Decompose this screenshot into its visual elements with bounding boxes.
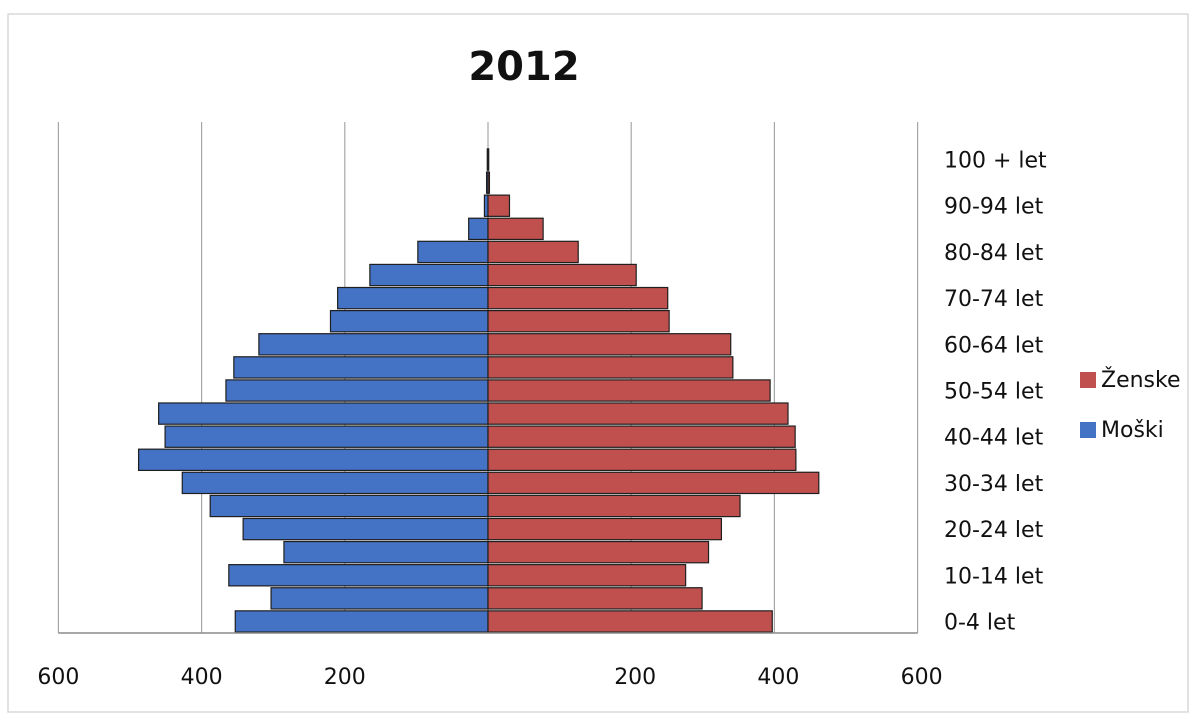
bar-zenske	[487, 610, 773, 633]
bar-moski	[417, 240, 489, 264]
tick-label-left: 200	[324, 665, 366, 690]
bar-zenske	[487, 171, 491, 194]
category-label: 60-64 let	[944, 333, 1044, 358]
category-label: 40-44 let	[944, 426, 1044, 451]
bar-zenske	[487, 379, 771, 402]
category-label: 90-94 let	[944, 195, 1044, 220]
bar-zenske	[487, 425, 796, 448]
bar-zenske	[487, 540, 710, 564]
bar-zenske	[487, 448, 797, 472]
bar-moski	[468, 217, 489, 241]
bar-moski	[164, 425, 489, 448]
bars-zenske	[487, 148, 820, 633]
bar-zenske	[487, 494, 741, 518]
legend-label[interactable]: Moški	[1101, 418, 1164, 443]
bars-moski	[137, 148, 489, 633]
bar-moski	[337, 286, 489, 310]
category-label: 10-14 let	[944, 564, 1044, 589]
bar-moski	[228, 564, 489, 587]
bar-moski	[233, 356, 489, 379]
category-label: 20-24 let	[944, 518, 1044, 543]
bar-moski	[234, 610, 489, 633]
tick-label-left: 600	[37, 665, 79, 690]
chart-title: 2012	[468, 44, 579, 90]
bar-zenske	[487, 333, 732, 356]
bar-moski	[242, 517, 489, 541]
category-label: 50-54 let	[944, 380, 1044, 405]
category-label: 70-74 let	[944, 287, 1044, 312]
legend[interactable]: Ženske Moški	[1080, 367, 1181, 443]
bar-zenske	[487, 471, 820, 495]
bar-moski	[181, 471, 489, 495]
bar-zenske	[487, 240, 579, 264]
bar-zenske	[487, 286, 669, 310]
tick-label-right: 600	[901, 665, 943, 690]
bar-zenske	[487, 217, 544, 241]
legend-label[interactable]: Ženske	[1101, 367, 1181, 393]
bar-moski	[283, 540, 489, 564]
tick-label-right: 200	[614, 665, 656, 690]
category-label: 0-4 let	[944, 610, 1016, 635]
bar-moski	[137, 448, 489, 472]
bar-moski	[258, 333, 489, 356]
tick-label-left: 400	[181, 665, 223, 690]
bar-zenske	[487, 356, 734, 379]
bar-moski	[369, 263, 489, 287]
legend-swatch[interactable]	[1080, 422, 1096, 438]
bar-zenske	[487, 148, 490, 171]
bar-moski	[329, 309, 489, 333]
tick-labels: 600 400 200 200 400 600	[37, 665, 942, 690]
category-label: 100 + let	[944, 149, 1047, 174]
bar-zenske	[487, 194, 511, 217]
bar-moski	[270, 587, 489, 610]
bar-zenske	[487, 402, 789, 425]
bar-moski	[158, 402, 489, 425]
bar-zenske	[487, 263, 637, 287]
tick-label-right: 400	[757, 665, 799, 690]
category-label: 80-84 let	[944, 241, 1044, 266]
category-label: 30-34 let	[944, 472, 1044, 497]
bar-zenske	[487, 587, 703, 610]
bar-moski	[225, 379, 489, 402]
bar-moski	[209, 494, 489, 518]
bar-zenske	[487, 517, 723, 541]
bar-zenske	[487, 564, 687, 587]
legend-swatch[interactable]	[1080, 372, 1096, 388]
category-labels: 0-4 let 10-14 let 20-24 let 30-34 let 40-44 …	[944, 149, 1047, 636]
bar-zenske	[487, 309, 670, 333]
